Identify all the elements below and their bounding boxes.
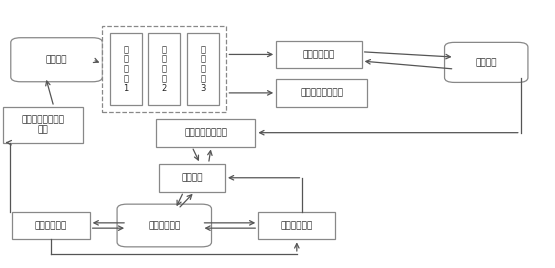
FancyBboxPatch shape bbox=[187, 32, 219, 106]
FancyBboxPatch shape bbox=[445, 42, 528, 83]
FancyBboxPatch shape bbox=[258, 211, 335, 239]
Text: 数据监测记录模块: 数据监测记录模块 bbox=[184, 128, 227, 137]
Text: 用户终端: 用户终端 bbox=[476, 58, 497, 67]
Text: 网络模块: 网络模块 bbox=[181, 173, 203, 182]
Text: 远程控制模块: 远程控制模块 bbox=[281, 221, 313, 230]
FancyBboxPatch shape bbox=[156, 119, 255, 147]
FancyBboxPatch shape bbox=[276, 40, 362, 68]
FancyBboxPatch shape bbox=[11, 38, 103, 82]
FancyBboxPatch shape bbox=[159, 164, 225, 192]
Text: 单
相
电
路
1: 单 相 电 路 1 bbox=[123, 45, 128, 93]
Text: 换相控制模块: 换相控制模块 bbox=[303, 50, 335, 59]
Text: 电路数据采集模块: 电路数据采集模块 bbox=[300, 88, 343, 97]
FancyBboxPatch shape bbox=[110, 32, 142, 106]
Text: 变压设备运行控制
模块: 变压设备运行控制 模块 bbox=[21, 115, 64, 135]
Text: 单
相
电
路
2: 单 相 电 路 2 bbox=[162, 45, 167, 93]
Text: 单
相
电
路
3: 单 相 电 路 3 bbox=[200, 45, 206, 93]
FancyBboxPatch shape bbox=[3, 107, 83, 143]
FancyBboxPatch shape bbox=[117, 204, 211, 247]
FancyBboxPatch shape bbox=[12, 211, 90, 239]
FancyBboxPatch shape bbox=[276, 79, 367, 107]
FancyBboxPatch shape bbox=[148, 32, 180, 106]
FancyBboxPatch shape bbox=[102, 26, 226, 112]
Text: 主站控制中心: 主站控制中心 bbox=[148, 221, 180, 230]
Text: 数据分析模块: 数据分析模块 bbox=[35, 221, 67, 230]
Text: 变压设备: 变压设备 bbox=[46, 55, 67, 64]
